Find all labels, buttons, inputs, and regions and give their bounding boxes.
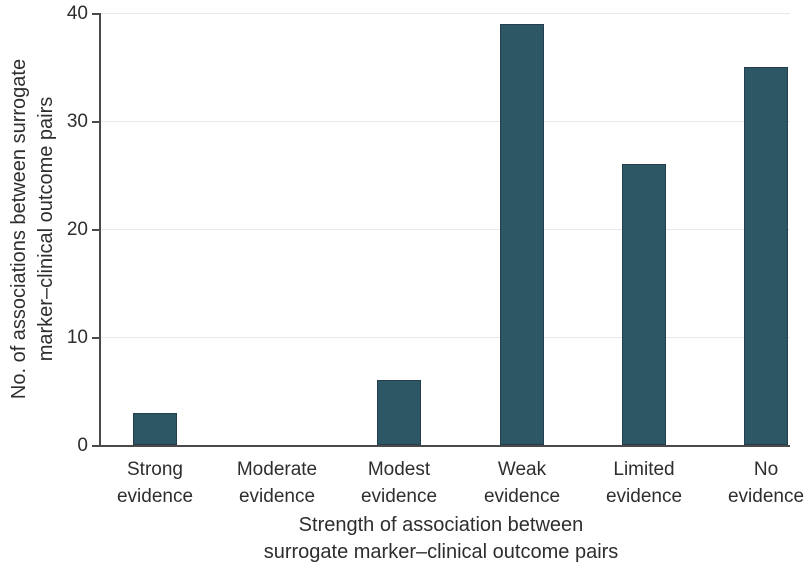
x-category-label: Limited evidence <box>605 459 683 507</box>
gridline <box>100 229 790 230</box>
x-category-label: Weak evidence <box>483 459 561 507</box>
x-axis-line <box>99 445 790 447</box>
y-axis-line <box>99 13 101 447</box>
x-category-label: Strong evidence <box>116 459 194 507</box>
bar-weak-evidence <box>500 24 544 445</box>
bar-limited-evidence <box>622 164 666 445</box>
y-tick-label: 0 <box>77 435 88 456</box>
x-category-label: Moderate evidence <box>236 459 318 507</box>
x-category-label: No evidence <box>727 459 805 507</box>
bar-strong-evidence <box>133 413 177 445</box>
y-tick-label: 20 <box>66 219 88 240</box>
x-category-label: Modest evidence <box>360 459 438 507</box>
bar-modest-evidence <box>377 380 421 445</box>
x-axis-title: Strength of association between surrogat… <box>263 514 619 563</box>
y-tick <box>92 337 99 339</box>
y-tick-label: 30 <box>66 111 88 132</box>
y-tick-label: 40 <box>66 3 88 24</box>
bar-no-evidence <box>744 67 788 445</box>
gridline <box>100 13 790 14</box>
y-tick <box>92 121 99 123</box>
y-tick <box>92 13 99 15</box>
gridline <box>100 121 790 122</box>
y-tick <box>92 229 99 231</box>
y-tick-label: 10 <box>66 327 88 348</box>
y-tick <box>92 445 99 447</box>
gridline <box>100 337 790 338</box>
